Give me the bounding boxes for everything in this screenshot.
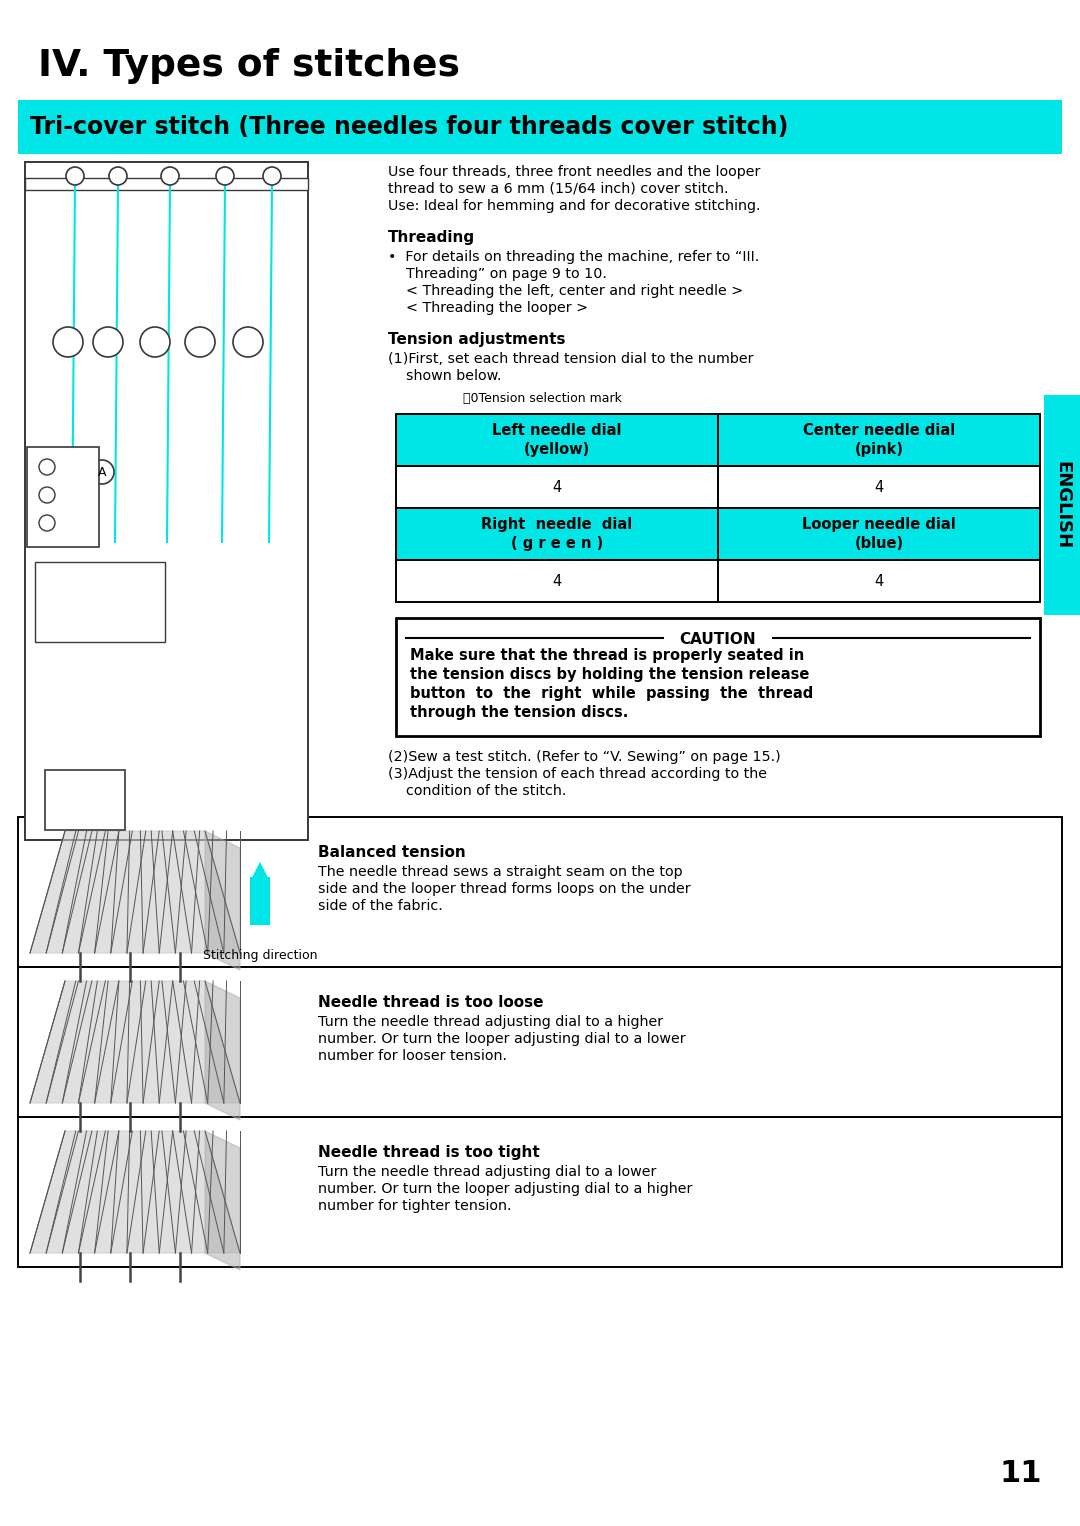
Circle shape	[90, 459, 114, 484]
Bar	[396, 465, 718, 508]
Circle shape	[216, 166, 234, 185]
Polygon shape	[30, 832, 240, 954]
Text: side of the fabric.: side of the fabric.	[318, 899, 443, 913]
Text: Tri-cover stitch (Three needles four threads cover stitch): Tri-cover stitch (Three needles four thr…	[30, 114, 788, 139]
Text: < Threading the looper >: < Threading the looper >	[388, 301, 589, 314]
Circle shape	[109, 166, 127, 185]
Bar	[1044, 395, 1080, 615]
Bar	[396, 508, 718, 560]
Text: 4: 4	[875, 479, 883, 494]
Text: Center needle dial
(pink): Center needle dial (pink)	[802, 423, 955, 458]
Circle shape	[53, 327, 83, 357]
Text: thread to sew a 6 mm (15/64 inch) cover stitch.: thread to sew a 6 mm (15/64 inch) cover …	[388, 182, 729, 195]
Text: condition of the stitch.: condition of the stitch.	[388, 784, 566, 798]
Text: ␰0Tension selection mark: ␰0Tension selection mark	[463, 392, 622, 404]
Text: 11: 11	[999, 1459, 1042, 1488]
Text: The needle thread sews a straight seam on the top: The needle thread sews a straight seam o…	[318, 865, 683, 879]
Bar	[718, 414, 1040, 465]
Text: A: A	[98, 465, 106, 479]
Bar	[718, 465, 1040, 508]
Circle shape	[39, 487, 55, 504]
Text: CAUTION: CAUTION	[679, 632, 756, 647]
Text: Balanced tension: Balanced tension	[318, 845, 465, 861]
Text: Right  needle  dial
( g r e e n ): Right needle dial ( g r e e n )	[482, 517, 633, 551]
Text: number. Or turn the looper adjusting dial to a higher: number. Or turn the looper adjusting dia…	[318, 1183, 692, 1196]
Polygon shape	[205, 981, 240, 1120]
Circle shape	[185, 327, 215, 357]
Circle shape	[39, 459, 55, 475]
Text: Use: Ideal for hemming and for decorative stitching.: Use: Ideal for hemming and for decorativ…	[388, 198, 760, 214]
Text: (1)First, set each thread tension dial to the number: (1)First, set each thread tension dial t…	[388, 353, 754, 366]
Circle shape	[264, 166, 281, 185]
Text: Tension adjustments: Tension adjustments	[388, 333, 566, 346]
Text: through the tension discs.: through the tension discs.	[410, 705, 629, 720]
Text: Stitching direction: Stitching direction	[203, 949, 318, 961]
Bar	[45, 771, 125, 830]
Bar	[718, 508, 1040, 560]
Circle shape	[161, 166, 179, 185]
Text: Needle thread is too loose: Needle thread is too loose	[318, 995, 543, 1010]
Text: Turn the needle thread adjusting dial to a higher: Turn the needle thread adjusting dial to…	[318, 1015, 663, 1029]
Polygon shape	[205, 1131, 240, 1270]
Text: Turn the needle thread adjusting dial to a lower: Turn the needle thread adjusting dial to…	[318, 1164, 657, 1180]
Circle shape	[39, 514, 55, 531]
Text: shown below.: shown below.	[388, 369, 501, 383]
Text: •  For details on threading the machine, refer to “III.: • For details on threading the machine, …	[388, 250, 759, 264]
Bar	[18, 101, 1062, 154]
Text: number for tighter tension.: number for tighter tension.	[318, 1199, 512, 1213]
Text: IV. Types of stitches: IV. Types of stitches	[38, 47, 460, 84]
Circle shape	[66, 166, 84, 185]
Text: Needle thread is too tight: Needle thread is too tight	[318, 1144, 540, 1160]
Text: Use four threads, three front needles and the looper: Use four threads, three front needles an…	[388, 165, 760, 179]
Bar	[18, 816, 1062, 967]
Text: (3)Adjust the tension of each thread according to the: (3)Adjust the tension of each thread acc…	[388, 768, 767, 781]
Text: 4: 4	[552, 479, 562, 494]
Circle shape	[140, 327, 170, 357]
Bar	[25, 162, 308, 839]
Bar	[35, 562, 165, 642]
Circle shape	[233, 327, 264, 357]
Text: 4: 4	[552, 574, 562, 589]
Text: < Threading the left, center and right needle >: < Threading the left, center and right n…	[388, 284, 743, 298]
Text: the tension discs by holding the tension release: the tension discs by holding the tension…	[410, 667, 809, 682]
Polygon shape	[30, 1131, 240, 1253]
Bar	[18, 1117, 1062, 1267]
Text: Left needle dial
(yellow): Left needle dial (yellow)	[492, 423, 622, 458]
Bar	[396, 414, 718, 465]
Bar	[25, 179, 308, 191]
Polygon shape	[30, 981, 240, 1103]
Text: Threading: Threading	[388, 230, 475, 246]
Text: button  to  the  right  while  passing  the  thread: button to the right while passing the th…	[410, 687, 813, 700]
Text: side and the looper thread forms loops on the under: side and the looper thread forms loops o…	[318, 882, 690, 896]
Polygon shape	[205, 832, 240, 971]
Text: Make sure that the thread is properly seated in: Make sure that the thread is properly se…	[410, 649, 805, 662]
Circle shape	[93, 327, 123, 357]
Bar	[396, 560, 718, 601]
Bar	[718, 560, 1040, 601]
Text: Threading” on page 9 to 10.: Threading” on page 9 to 10.	[388, 267, 607, 281]
Text: (2)Sew a test stitch. (Refer to “V. Sewing” on page 15.): (2)Sew a test stitch. (Refer to “V. Sewi…	[388, 749, 781, 765]
Bar	[249, 877, 270, 925]
Bar	[18, 967, 1062, 1117]
Text: 4: 4	[875, 574, 883, 589]
Bar	[27, 447, 99, 546]
Text: Looper needle dial
(blue): Looper needle dial (blue)	[802, 517, 956, 551]
Text: ENGLISH: ENGLISH	[1053, 461, 1071, 549]
Text: number for looser tension.: number for looser tension.	[318, 1048, 507, 1064]
Bar	[396, 618, 1040, 736]
Text: number. Or turn the looper adjusting dial to a lower: number. Or turn the looper adjusting dia…	[318, 1032, 686, 1045]
